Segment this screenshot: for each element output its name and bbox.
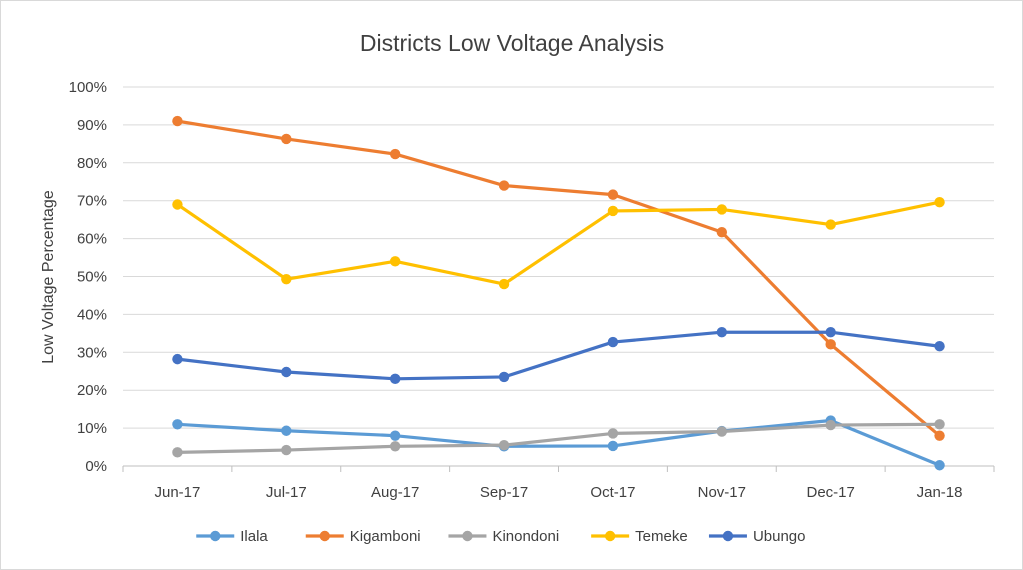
- series-line: [175, 330, 942, 381]
- data-point: [389, 430, 401, 441]
- data-point: [934, 419, 945, 430]
- x-tick-label: Aug-17: [371, 484, 419, 501]
- y-tick-label: 90%: [77, 117, 107, 134]
- data-point: [607, 336, 619, 348]
- y-axis-label: Low Voltage Percentage: [40, 190, 57, 364]
- x-tick-label: Jan-18: [917, 484, 963, 501]
- data-point: [825, 339, 836, 350]
- series-layer: [172, 115, 945, 471]
- x-tick-label: Dec-17: [807, 484, 855, 501]
- series-line: [175, 418, 942, 467]
- legend-label: Ubungo: [753, 528, 806, 545]
- y-tick-labels: 0% 10% 20% 30% 40% 50% 60% 70% 80% 90% 100%: [69, 79, 107, 475]
- y-tick-label: 60%: [77, 231, 107, 248]
- data-point: [281, 273, 292, 285]
- legend-label: Temeke: [635, 528, 688, 545]
- data-point: [389, 373, 401, 385]
- legend-label: Ilala: [240, 528, 268, 545]
- y-tick-label: 40%: [77, 306, 107, 323]
- data-point: [389, 441, 401, 452]
- data-point: [825, 327, 836, 338]
- legend-item-kigamboni: Kigamboni: [305, 528, 421, 545]
- grid-layer: [123, 86, 994, 467]
- x-tick-label: Oct-17: [590, 484, 635, 501]
- legend-item-ilala: Ilala: [196, 528, 268, 545]
- data-point: [498, 180, 510, 191]
- y-tick-label: 20%: [77, 382, 107, 399]
- legend-label: Kigamboni: [350, 528, 421, 545]
- data-point: [934, 197, 945, 208]
- series-kinondoni: [172, 419, 945, 458]
- data-point: [716, 327, 728, 338]
- data-point: [281, 366, 292, 378]
- data-point: [934, 460, 945, 471]
- legend-item-ubungo: Ubungo: [708, 528, 806, 545]
- legend-marker: [210, 530, 221, 542]
- legend-marker: [604, 530, 616, 542]
- x-tick-label: Jun-17: [155, 484, 201, 501]
- legend-item-temeke: Temeke: [591, 528, 688, 545]
- data-point: [172, 199, 183, 210]
- data-point: [607, 428, 619, 439]
- data-point: [172, 353, 183, 365]
- data-point: [607, 440, 619, 452]
- legend-marker: [462, 530, 473, 542]
- y-tick-label: 0%: [85, 458, 107, 475]
- data-point: [498, 371, 510, 383]
- data-point: [172, 447, 183, 458]
- legend-label: Kinondoni: [492, 528, 559, 545]
- legend-marker: [319, 530, 330, 542]
- data-point: [389, 256, 401, 267]
- data-point: [716, 204, 728, 215]
- y-tick-label: 50%: [77, 269, 107, 286]
- y-tick-label: 70%: [77, 193, 107, 210]
- data-point: [498, 278, 510, 290]
- data-point: [825, 219, 836, 230]
- x-tick-label: Sep-17: [480, 484, 528, 501]
- series-temeke: [172, 197, 945, 290]
- x-tick-label: Nov-17: [698, 484, 746, 501]
- data-point: [172, 419, 183, 430]
- data-point: [389, 148, 401, 160]
- data-point: [281, 425, 292, 436]
- series-line: [175, 422, 942, 454]
- data-point: [498, 439, 510, 451]
- data-point: [281, 444, 292, 456]
- series-ubungo: [172, 327, 945, 385]
- x-tick-label: Jul-17: [266, 484, 307, 501]
- data-point: [281, 133, 292, 145]
- y-tick-label: 80%: [77, 155, 107, 172]
- legend-item-kinondoni: Kinondoni: [448, 528, 559, 545]
- data-point: [934, 430, 945, 441]
- series-line: [175, 119, 942, 438]
- x-tick-labels: Jun-17 Jul-17 Aug-17 Sep-17 Oct-17 Nov-17 Dec-…: [122, 466, 995, 501]
- series-kigamboni: [172, 115, 945, 441]
- legend-marker: [722, 530, 734, 542]
- data-point: [825, 419, 836, 431]
- data-point: [172, 115, 183, 127]
- y-tick-label: 100%: [69, 79, 107, 96]
- data-point: [716, 426, 728, 437]
- y-tick-label: 30%: [77, 344, 107, 361]
- data-point: [607, 189, 619, 200]
- series-line: [175, 200, 942, 286]
- legend: Ilala Kigamboni Kinondoni Temeke Ubungo: [196, 528, 805, 545]
- data-point: [607, 205, 619, 217]
- y-tick-label: 10%: [77, 420, 107, 437]
- chart-title: Districts Low Voltage Analysis: [360, 30, 664, 56]
- data-point: [716, 226, 728, 238]
- data-point: [934, 341, 945, 352]
